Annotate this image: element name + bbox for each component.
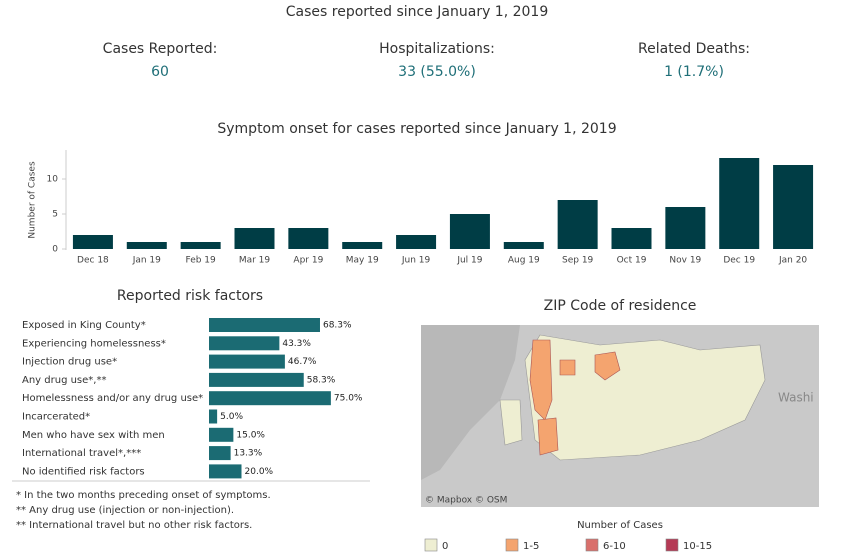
- value-label: 58.3%: [307, 375, 336, 385]
- bar: [665, 207, 706, 249]
- legend-label: 1-5: [523, 541, 539, 552]
- x-tick-label: Aug 19: [508, 256, 540, 266]
- map-water: [421, 325, 520, 480]
- bar: [209, 318, 320, 332]
- category-label: Homelessness and/or any drug use*: [22, 393, 203, 404]
- map-title: ZIP Code of residence: [544, 298, 697, 314]
- stat-value: 33 (55.0%): [398, 64, 476, 80]
- category-label: Incarcerated*: [22, 412, 90, 423]
- bar: [209, 372, 304, 387]
- x-tick-label: Sep 19: [562, 256, 594, 266]
- x-tick-label: Apr 19: [293, 256, 323, 266]
- category-label: Men who have sex with men: [22, 430, 165, 441]
- footnote: * In the two months preceding onset of s…: [16, 490, 271, 501]
- bar: [719, 158, 760, 249]
- bar: [396, 235, 437, 249]
- chart-title: Reported risk factors: [117, 288, 263, 304]
- x-tick-label: Dec 18: [77, 256, 109, 266]
- bar: [209, 464, 242, 479]
- x-tick-label: Jun 19: [401, 256, 431, 266]
- zip-area: [559, 359, 576, 376]
- legend-swatch: [424, 538, 438, 552]
- category-label: Exposed in King County*: [22, 320, 146, 331]
- value-label: 68.3%: [323, 321, 352, 331]
- value-label: 13.3%: [234, 449, 263, 459]
- bar: [126, 242, 167, 249]
- y-tick-label: 5: [52, 210, 58, 220]
- legend-swatch: [585, 538, 599, 552]
- x-tick-label: Jan 19: [132, 256, 161, 266]
- map-attribution: © Mapbox © OSM: [425, 496, 507, 506]
- bar: [503, 242, 544, 249]
- footnote: ** International travel but no other ris…: [16, 520, 252, 531]
- bar: [180, 242, 221, 249]
- stat-label: Hospitalizations:: [379, 41, 495, 57]
- island: [499, 399, 523, 446]
- value-label: 5.0%: [220, 412, 243, 422]
- bar: [209, 427, 234, 442]
- map: © Mapbox © OSM Washi: [421, 325, 819, 507]
- legend-swatch: [505, 538, 519, 552]
- page-title: Cases reported since January 1, 2019: [286, 4, 549, 20]
- stat-value: 1 (1.7%): [664, 64, 724, 80]
- x-tick-label: Nov 19: [669, 256, 701, 266]
- bar: [234, 228, 275, 249]
- category-label: No identified risk factors: [22, 466, 145, 477]
- x-tick-label: Mar 19: [239, 256, 271, 266]
- place-label: Washi: [778, 391, 814, 405]
- zip-area: [537, 417, 559, 456]
- bar: [209, 336, 280, 351]
- x-tick-label: Jan 20: [778, 256, 807, 266]
- legend-title: Number of Cases: [577, 520, 663, 531]
- county: [524, 334, 766, 461]
- value-label: 15.0%: [236, 430, 265, 440]
- chart-title: Symptom onset for cases reported since J…: [217, 121, 616, 137]
- legend-label: 6-10: [603, 541, 626, 552]
- x-tick-label: May 19: [346, 256, 379, 266]
- x-tick-label: Jul 19: [456, 256, 482, 266]
- bar: [209, 391, 331, 406]
- bar: [449, 214, 490, 249]
- stat-label: Cases Reported:: [103, 41, 218, 57]
- y-tick-label: 0: [52, 245, 58, 255]
- stat-value: 60: [151, 64, 169, 80]
- value-label: 20.0%: [245, 467, 274, 477]
- bar: [288, 228, 329, 249]
- x-tick-label: Feb 19: [186, 256, 217, 266]
- bar: [557, 200, 598, 249]
- bar: [342, 242, 383, 249]
- category-label: Any drug use*,**: [22, 375, 106, 386]
- legend-label: 0: [442, 541, 448, 552]
- y-tick-label: 10: [47, 175, 59, 185]
- legend-label: 10-15: [683, 541, 712, 552]
- category-label: Experiencing homelessness*: [22, 338, 166, 349]
- bar: [209, 409, 218, 424]
- category-label: International travel*,***: [22, 448, 141, 459]
- y-axis-label: Number of Cases: [28, 161, 38, 239]
- value-label: 75.0%: [334, 394, 363, 404]
- value-label: 46.7%: [288, 357, 317, 367]
- legend-swatch: [665, 538, 679, 552]
- stat-label: Related Deaths:: [638, 41, 750, 57]
- bar: [773, 165, 814, 249]
- zip-area: [594, 351, 621, 381]
- bar: [209, 446, 231, 461]
- bar: [209, 354, 285, 369]
- value-label: 43.3%: [282, 339, 311, 349]
- bar: [611, 228, 652, 249]
- x-tick-label: Dec 19: [723, 256, 755, 266]
- footnote: ** Any drug use (injection or non-inject…: [16, 505, 234, 516]
- category-label: Injection drug use*: [22, 357, 117, 368]
- bar: [72, 235, 113, 249]
- x-tick-label: Oct 19: [617, 256, 647, 266]
